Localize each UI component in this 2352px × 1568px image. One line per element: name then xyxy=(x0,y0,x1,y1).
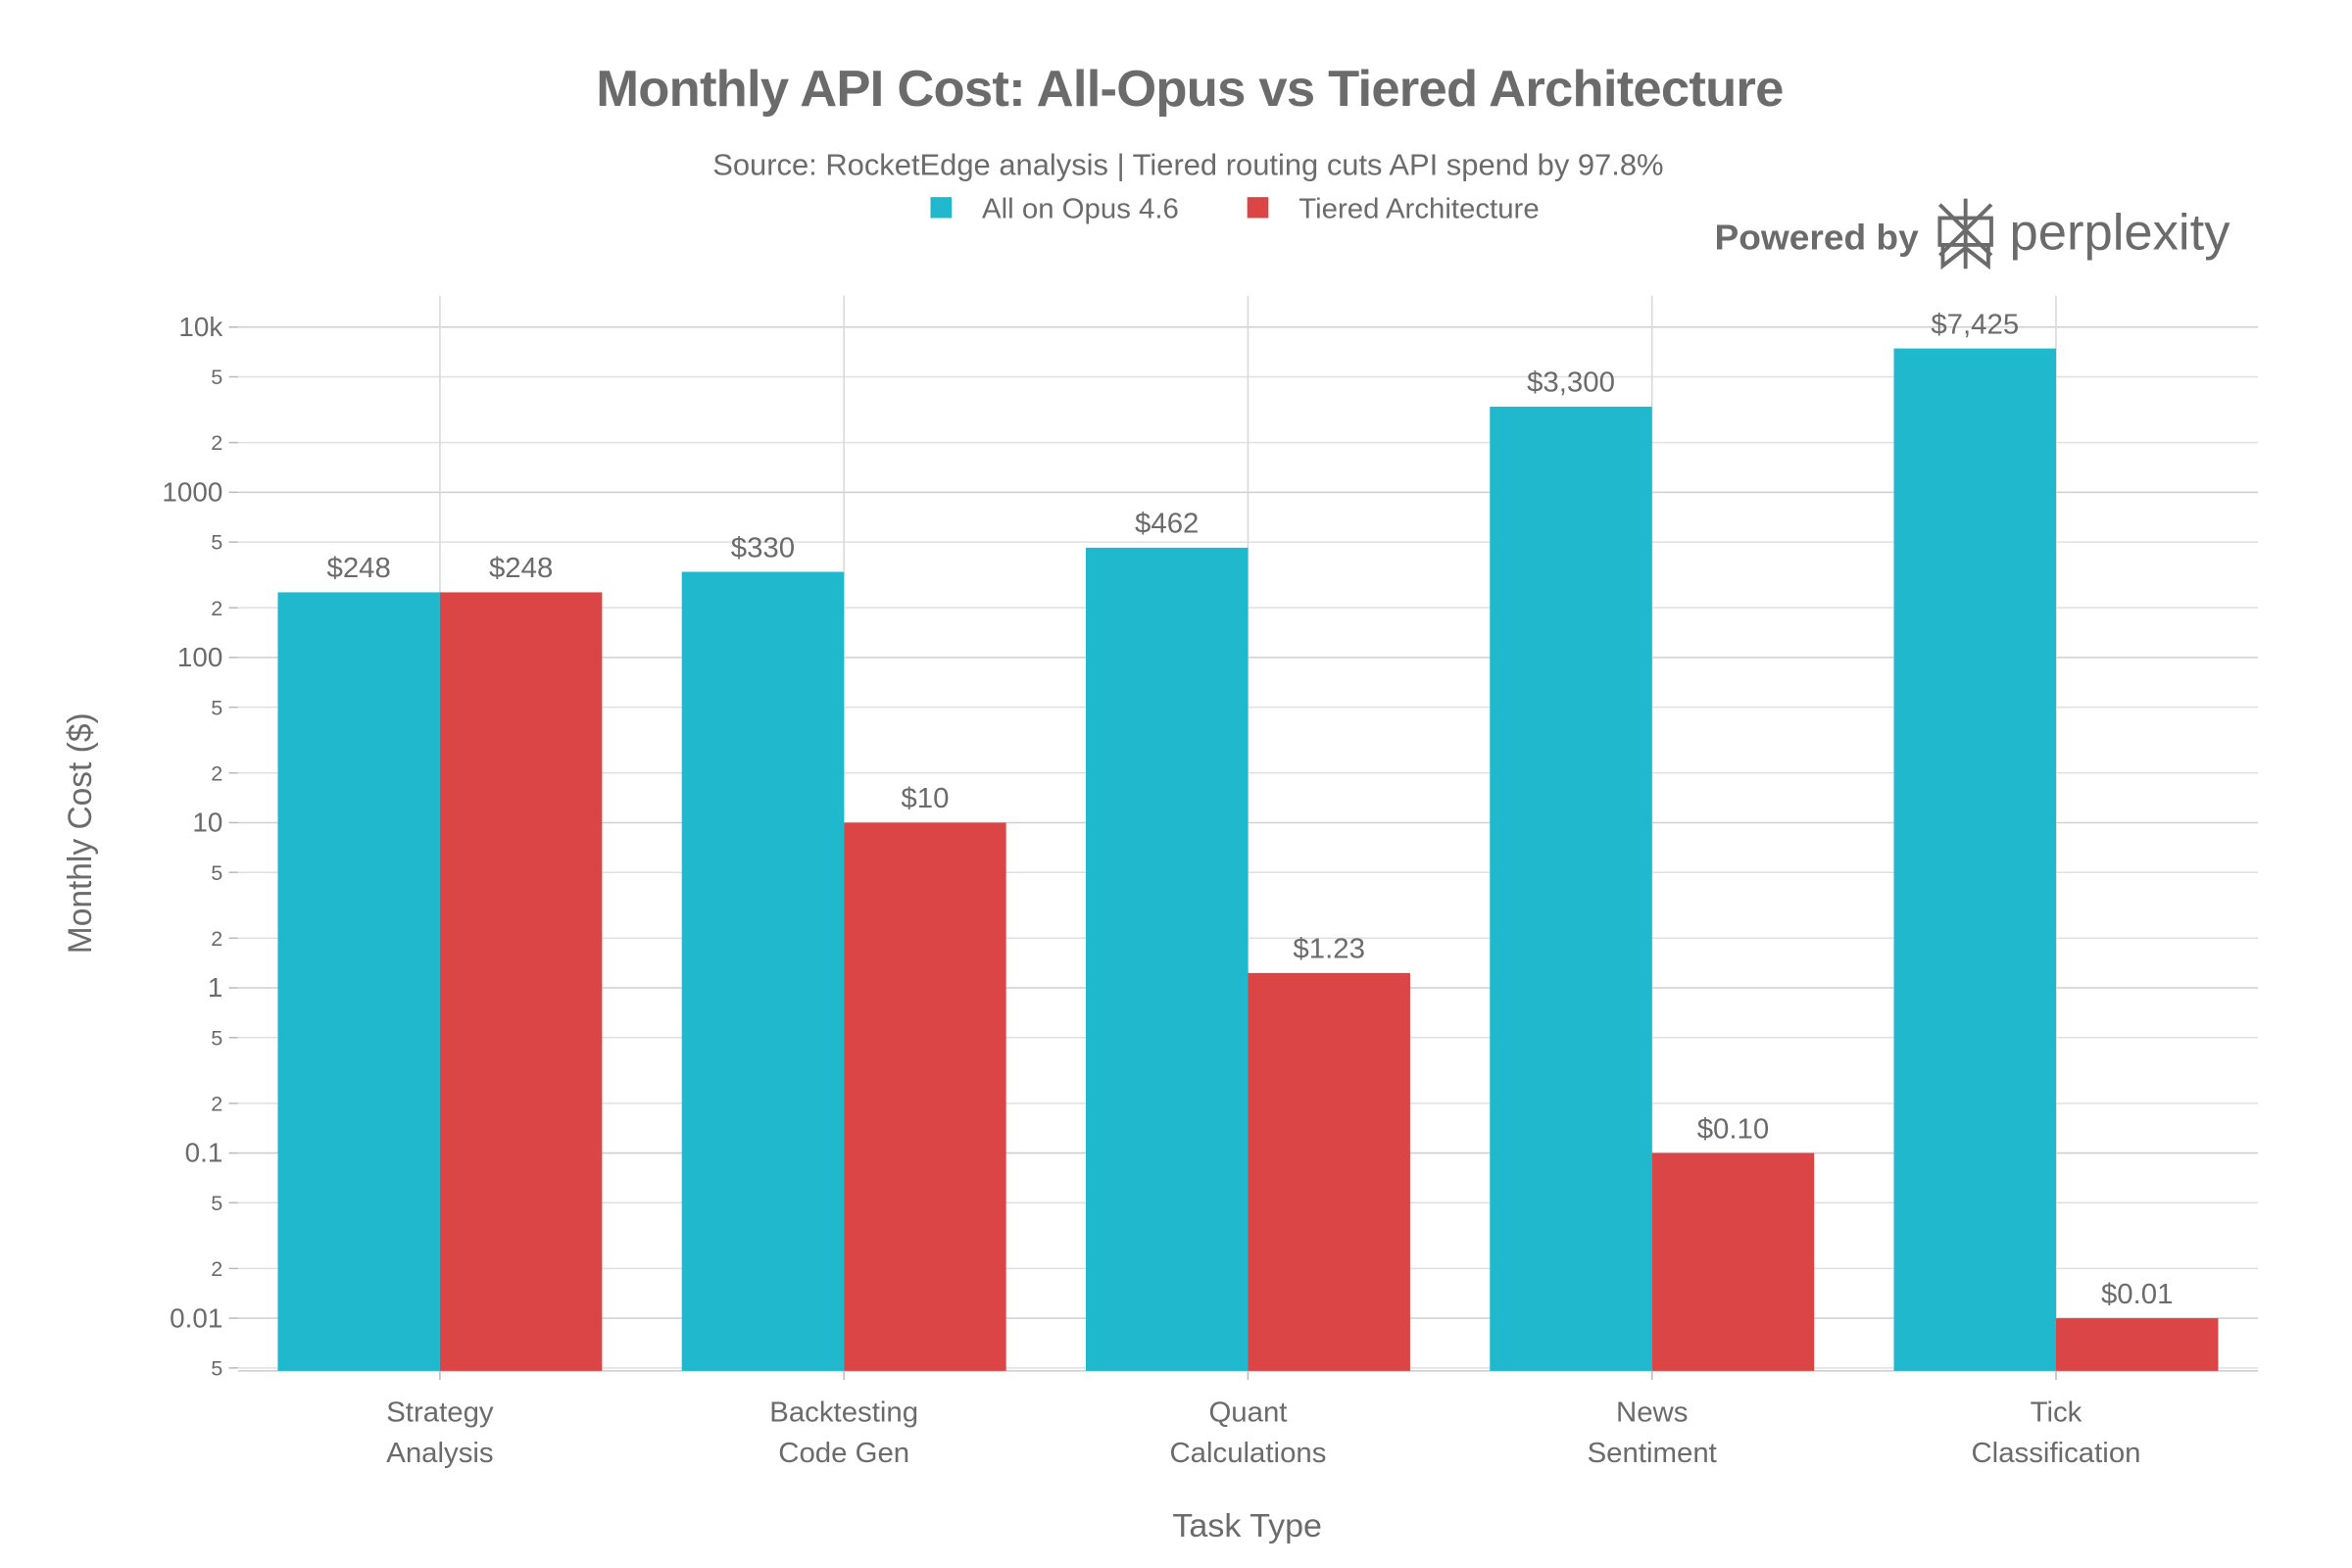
bar-opus xyxy=(1490,406,1652,1371)
perplexity-wordmark: perplexity xyxy=(2010,205,2230,262)
y-tick-label: 1 xyxy=(208,972,222,1003)
bar-tiered xyxy=(1651,1152,1815,1371)
y-tick-label: 10 xyxy=(192,808,222,838)
y-ticks: 5 0.01 2 5 0.1 2 5 1 2 5 10 2 5 100 2 5 1000 2 5 10k xyxy=(162,312,238,1381)
y-tick-label: 0.1 xyxy=(185,1138,223,1168)
x-tick-label: Classification xyxy=(1971,1438,2140,1469)
y-axis-title: Monthly Cost ($) xyxy=(62,712,99,954)
y-tick-label: 2 xyxy=(211,597,222,620)
bar-opus xyxy=(681,571,845,1371)
x-ticks: Strategy Analysis Backtesting Code Gen Quant… xyxy=(386,1370,2141,1469)
y-tick-label: 0.01 xyxy=(170,1302,222,1333)
bar-opus xyxy=(277,592,440,1371)
perplexity-logo-icon xyxy=(1937,198,1993,270)
data-label: $1.23 xyxy=(1293,934,1365,965)
bar-tiered xyxy=(439,592,603,1371)
y-tick-label: 2 xyxy=(211,927,222,951)
bar-tiered xyxy=(844,822,1006,1371)
x-tick-label: Analysis xyxy=(386,1438,493,1469)
y-tick-label: 2 xyxy=(211,761,222,785)
legend-swatch-opus xyxy=(930,197,953,219)
y-tick-label: 2 xyxy=(211,1093,222,1116)
legend: All on Opus 4.6 Tiered Architecture xyxy=(930,194,1540,225)
y-tick-label: 2 xyxy=(211,1257,222,1281)
bar-opus xyxy=(1893,348,2056,1371)
x-tick-label: Quant xyxy=(1208,1397,1287,1429)
legend-label-tiered[interactable]: Tiered Architecture xyxy=(1298,194,1539,225)
y-tick-label: 5 xyxy=(211,531,222,555)
y-tick-label: 2 xyxy=(211,431,222,455)
legend-swatch-tiered xyxy=(1247,197,1269,219)
perplexity-branding: Powered by perplexity xyxy=(1714,198,2230,270)
x-tick-label: News xyxy=(1616,1397,1688,1429)
bar-tiered xyxy=(1248,972,1410,1371)
chart-subtitle: Source: RocketEdge analysis | Tiered rou… xyxy=(712,147,1663,181)
y-tick-label: 10k xyxy=(178,312,222,342)
data-label: $462 xyxy=(1135,509,1199,540)
legend-label-opus[interactable]: All on Opus 4.6 xyxy=(982,194,1179,225)
bar-tiered xyxy=(2055,1318,2219,1371)
powered-by-text: Powered by xyxy=(1714,218,1919,258)
y-tick-label: 5 xyxy=(211,1027,222,1051)
y-tick-label: 100 xyxy=(177,642,222,672)
data-label: $3,300 xyxy=(1527,368,1615,399)
data-label: $330 xyxy=(731,532,795,564)
x-tick-label: Calculations xyxy=(1169,1438,1326,1469)
bar-opus xyxy=(1085,547,1249,1371)
y-tick-label: 5 xyxy=(211,366,222,389)
x-tick-label: Tick xyxy=(2031,1397,2082,1429)
x-tick-label: Backtesting xyxy=(769,1397,918,1429)
data-label: $0.10 xyxy=(1697,1114,1770,1146)
y-tick-label: 5 xyxy=(211,861,222,885)
data-label: $7,425 xyxy=(1931,310,2019,341)
x-tick-label: Sentiment xyxy=(1588,1438,1717,1469)
y-tick-label: 5 xyxy=(211,1192,222,1215)
y-tick-label: 5 xyxy=(211,696,222,719)
data-label: $10 xyxy=(901,783,949,814)
y-tick-label: 5 xyxy=(211,1357,222,1381)
x-tick-label: Code Gen xyxy=(778,1438,909,1469)
chart-title: Monthly API Cost: All-Opus vs Tiered Arc… xyxy=(596,62,1783,119)
data-label: $0.01 xyxy=(2101,1279,2174,1310)
data-label: $248 xyxy=(327,553,391,584)
x-tick-label: Strategy xyxy=(386,1397,494,1429)
x-axis-title: Task Type xyxy=(1172,1507,1322,1544)
bars: $248 $248 $330 $10 $462 $1.23 $3,300 $0.10 $7,42… xyxy=(277,310,2219,1371)
data-label: $248 xyxy=(489,553,553,584)
y-tick-label: 1000 xyxy=(162,477,222,508)
